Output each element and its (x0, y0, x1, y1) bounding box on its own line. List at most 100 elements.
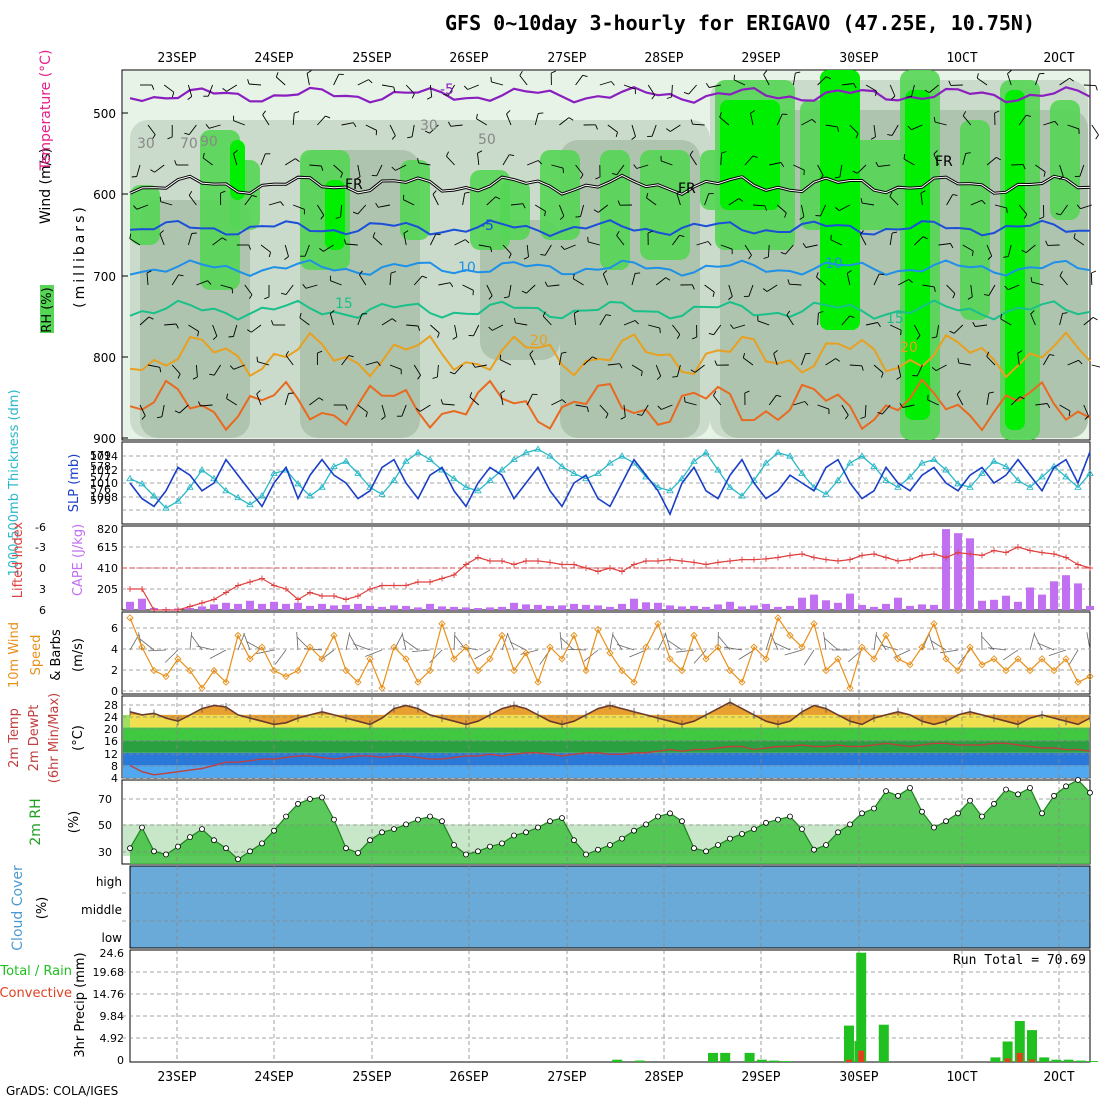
rh2m-marker (319, 794, 325, 801)
wind-barb-flag (666, 96, 672, 99)
precip-convective-bar (858, 1050, 865, 1062)
wind-barb (558, 204, 565, 217)
wind-barb (805, 244, 818, 248)
wind-barb-flag (890, 95, 896, 100)
cape-bar (330, 605, 338, 610)
wind10-marker (402, 655, 410, 663)
cape-bar (1002, 595, 1010, 610)
wind-barb (436, 364, 439, 378)
wind10-marker (1050, 666, 1058, 675)
wind10-barb (1068, 649, 1079, 666)
rh2m-marker (211, 837, 217, 844)
cape-bar (822, 600, 830, 610)
wind-barb (1083, 317, 1094, 326)
wind-barb-flag (764, 205, 767, 211)
cape-bar (474, 608, 482, 610)
wind-barb-flag (477, 150, 483, 154)
wind-barb-flag (875, 161, 879, 167)
cape-bar (258, 603, 266, 610)
lifted-index-marker (1063, 554, 1069, 561)
cape-bar (378, 606, 386, 610)
wind-barb-flag (1054, 121, 1059, 126)
lifted-index-marker (235, 582, 241, 589)
wind-barb-flag (860, 198, 863, 204)
wind-barb (1031, 281, 1044, 286)
wind10-barb (453, 631, 456, 651)
wind-barb (233, 364, 245, 370)
wind-barb (551, 164, 564, 169)
precip-convective-label: Convective (0, 986, 72, 1001)
wind-barb (647, 84, 656, 96)
wind10-barb (770, 633, 779, 651)
wind-barb (929, 84, 939, 93)
temp-band (123, 765, 1089, 778)
wind-barb (248, 83, 262, 86)
temp2m-label-1: 2m Temp (7, 708, 22, 768)
wind-barb (816, 276, 826, 286)
wind-barb (1083, 84, 1096, 87)
wind-barb (256, 393, 262, 406)
wind-barb (406, 324, 419, 327)
contour-label: -5 (480, 218, 494, 234)
wind-barb-flag (411, 93, 415, 99)
bottom-date-label: 25SEP (352, 1070, 391, 1085)
wind-barb (188, 195, 197, 206)
wind-barb-flag (647, 230, 653, 234)
lifted-index-marker (415, 579, 421, 585)
wind-barb-flag (1017, 350, 1023, 354)
wind-barb (401, 404, 407, 417)
wind10-barb (875, 634, 887, 651)
wind-barb-flag (786, 310, 791, 316)
rh2m-marker (343, 845, 349, 852)
contour-label: FR (345, 177, 363, 193)
wind-barb-flag (984, 294, 990, 296)
lifted-index-marker (331, 593, 337, 599)
rh2m-marker (223, 845, 229, 852)
rh2m-marker (235, 856, 241, 863)
precip-convective-bar (1029, 1059, 1035, 1062)
wind-barb-flag (1076, 204, 1081, 209)
wind-barb-flag (1007, 70, 1012, 74)
li-tick: 3 (39, 583, 46, 596)
cape-bar (618, 603, 626, 610)
rh2m-marker (163, 851, 169, 858)
rh2m-marker (595, 846, 601, 853)
wind-barb-flag (209, 373, 215, 376)
wind-barb-flag (562, 168, 564, 174)
wind10-marker (870, 655, 878, 663)
wind-barb-flag (1069, 77, 1074, 82)
wind-barb-flag (345, 404, 348, 410)
rh-contour-fill (480, 220, 560, 360)
wind-barb-flag (837, 126, 839, 132)
wind10-barb (147, 649, 167, 652)
cape-bar (798, 597, 806, 610)
contour-label: 20 (900, 340, 918, 356)
wind-barb (599, 81, 612, 86)
wind-barb-flag (449, 282, 454, 288)
wind-barb-flag (819, 175, 824, 180)
wind-barb-flag (835, 207, 840, 211)
wind-barb (442, 403, 455, 406)
precip-total-bar (990, 1057, 1001, 1062)
slp-axis-label: SLP (mb) (67, 454, 82, 513)
chart-title: GFS 0~10day 3-hourly for ERIGAVO (47.25E… (445, 11, 1035, 35)
wind-barb (284, 393, 289, 406)
pressure-tick-label: 700 (93, 270, 116, 284)
lifted-index-marker (967, 551, 973, 557)
wind-barb-flag (506, 110, 511, 115)
cape-bar (462, 607, 470, 610)
top-date-label: 1OCT (946, 51, 977, 66)
wind-barb (534, 113, 539, 126)
wind-barb-flag (619, 363, 623, 369)
lifted-index-marker (127, 586, 133, 592)
wind-barb-flag (306, 70, 312, 74)
lifted-index-marker (979, 552, 985, 559)
wind10-marker (966, 643, 974, 651)
wind-barb-flag (495, 196, 501, 200)
wind10-marker (810, 620, 818, 628)
wind-barb-flag (763, 70, 768, 75)
cape-bar (654, 602, 662, 610)
wind-barb-flag (294, 111, 300, 114)
bottom-date-label: 2OCT (1043, 1070, 1074, 1085)
wind-barb-flag (826, 76, 831, 80)
